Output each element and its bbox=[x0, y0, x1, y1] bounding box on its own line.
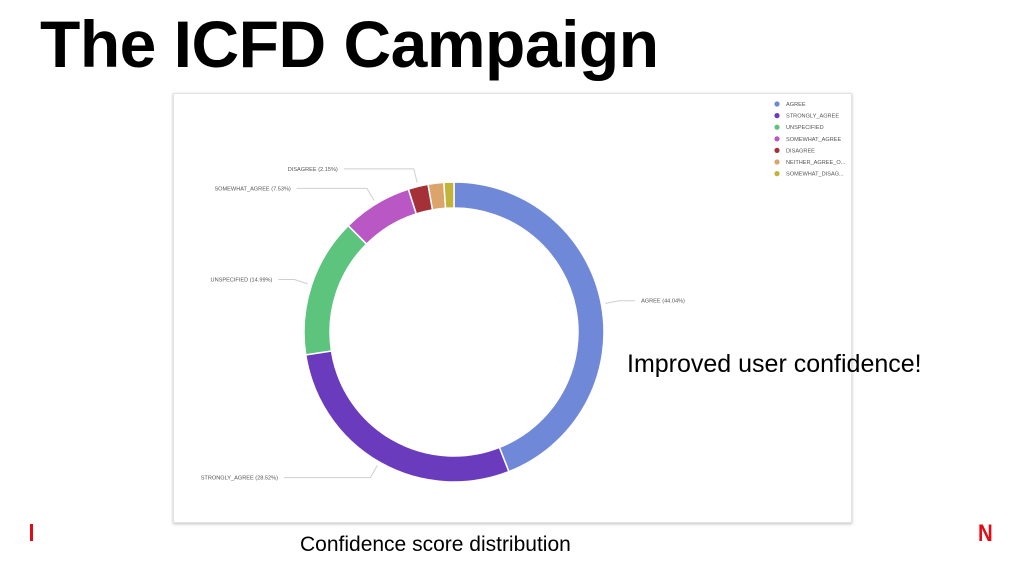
chart-caption: Confidence score distribution bbox=[300, 533, 571, 556]
legend-swatch[interactable] bbox=[774, 171, 780, 177]
legend-label[interactable]: SOMEWHAT_DISAG... bbox=[786, 172, 844, 178]
slice-label: UNSPECIFIED (14.99%) bbox=[211, 278, 273, 284]
donut-chart: AGREE (44.04%) STRONGLY_AGREE (28.52%) UNS… bbox=[201, 101, 846, 483]
leader-line bbox=[343, 168, 418, 183]
leader-line bbox=[284, 465, 378, 479]
brand-logo: N bbox=[978, 520, 993, 547]
slice-strongly-agree[interactable] bbox=[304, 350, 510, 483]
slice-agree[interactable] bbox=[453, 181, 605, 473]
legend-swatch[interactable] bbox=[774, 113, 780, 119]
slice-unspecified[interactable] bbox=[303, 224, 368, 356]
slice-label: AGREE (44.04%) bbox=[641, 299, 685, 305]
legend-label[interactable]: NEITHER_AGREE_O... bbox=[786, 160, 846, 166]
legend-label[interactable]: UNSPECIFIED bbox=[786, 125, 824, 131]
leader-line bbox=[605, 300, 636, 304]
legend-swatch[interactable] bbox=[774, 101, 780, 107]
legend-swatch[interactable] bbox=[774, 159, 780, 165]
legend-label[interactable]: AGREE bbox=[786, 102, 806, 108]
slice-label: SOMEWHAT_AGREE (7.53%) bbox=[214, 186, 290, 192]
slide-title: The ICFD Campaign bbox=[40, 7, 659, 81]
callout-text: Improved user confidence! bbox=[627, 350, 922, 378]
slice-label: STRONGLY_AGREE (28.52%) bbox=[201, 476, 278, 482]
legend-label[interactable]: DISAGREE bbox=[786, 148, 815, 154]
brand-bar-icon bbox=[30, 524, 33, 541]
slice-label: DISAGREE (2.15%) bbox=[288, 167, 338, 173]
legend-swatch[interactable] bbox=[774, 136, 780, 142]
slice-somewhat-agree[interactable] bbox=[347, 188, 418, 246]
leader-line bbox=[278, 279, 308, 285]
legend-label[interactable]: SOMEWHAT_AGREE bbox=[786, 137, 841, 143]
legend-swatch[interactable] bbox=[774, 147, 780, 153]
leader-line bbox=[296, 187, 375, 201]
chart-panel: AGREE (44.04%) STRONGLY_AGREE (28.52%) UNS… bbox=[173, 93, 852, 523]
slice-somewhat-disagree[interactable] bbox=[443, 181, 455, 210]
legend-swatch[interactable] bbox=[774, 124, 780, 130]
legend-label[interactable]: STRONGLY_AGREE bbox=[786, 114, 839, 120]
